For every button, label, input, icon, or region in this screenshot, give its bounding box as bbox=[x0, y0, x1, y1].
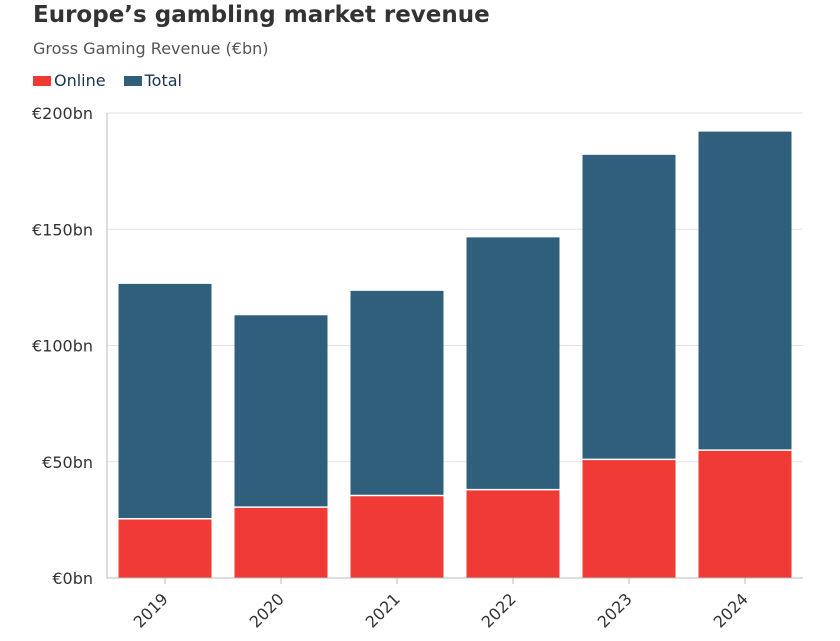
x-tick-label: 2021 bbox=[362, 589, 404, 631]
legend-swatch-total bbox=[123, 75, 142, 86]
y-tick-label: €200bn bbox=[32, 104, 93, 123]
bar-online bbox=[698, 450, 792, 578]
legend-label-online: Online bbox=[54, 71, 106, 90]
y-tick-label: €0bn bbox=[52, 569, 93, 588]
legend-label-total: Total bbox=[144, 71, 182, 90]
bar-online bbox=[466, 489, 560, 578]
bar-online bbox=[234, 507, 328, 578]
x-tick-label: 2020 bbox=[246, 589, 288, 631]
y-tick-label: €50bn bbox=[42, 453, 93, 472]
legend-item-online: Online bbox=[33, 71, 106, 90]
bar-online bbox=[582, 459, 676, 578]
bar-online bbox=[118, 518, 212, 578]
chart-subtitle: Gross Gaming Revenue (€bn) bbox=[33, 39, 269, 58]
x-tick-label: 2024 bbox=[710, 589, 752, 631]
x-tick-label: 2022 bbox=[478, 589, 520, 631]
y-tick-label: €100bn bbox=[32, 337, 93, 356]
legend-swatch-online bbox=[33, 75, 51, 86]
legend-item-total: Total bbox=[123, 71, 182, 90]
x-tick-label: 2019 bbox=[130, 589, 172, 631]
bar-online bbox=[350, 495, 444, 578]
chart-title: Europe’s gambling market revenue bbox=[33, 2, 490, 28]
y-tick-label: €150bn bbox=[32, 220, 93, 239]
chart-legend: Online Total bbox=[33, 71, 200, 90]
x-tick-label: 2023 bbox=[594, 589, 636, 631]
